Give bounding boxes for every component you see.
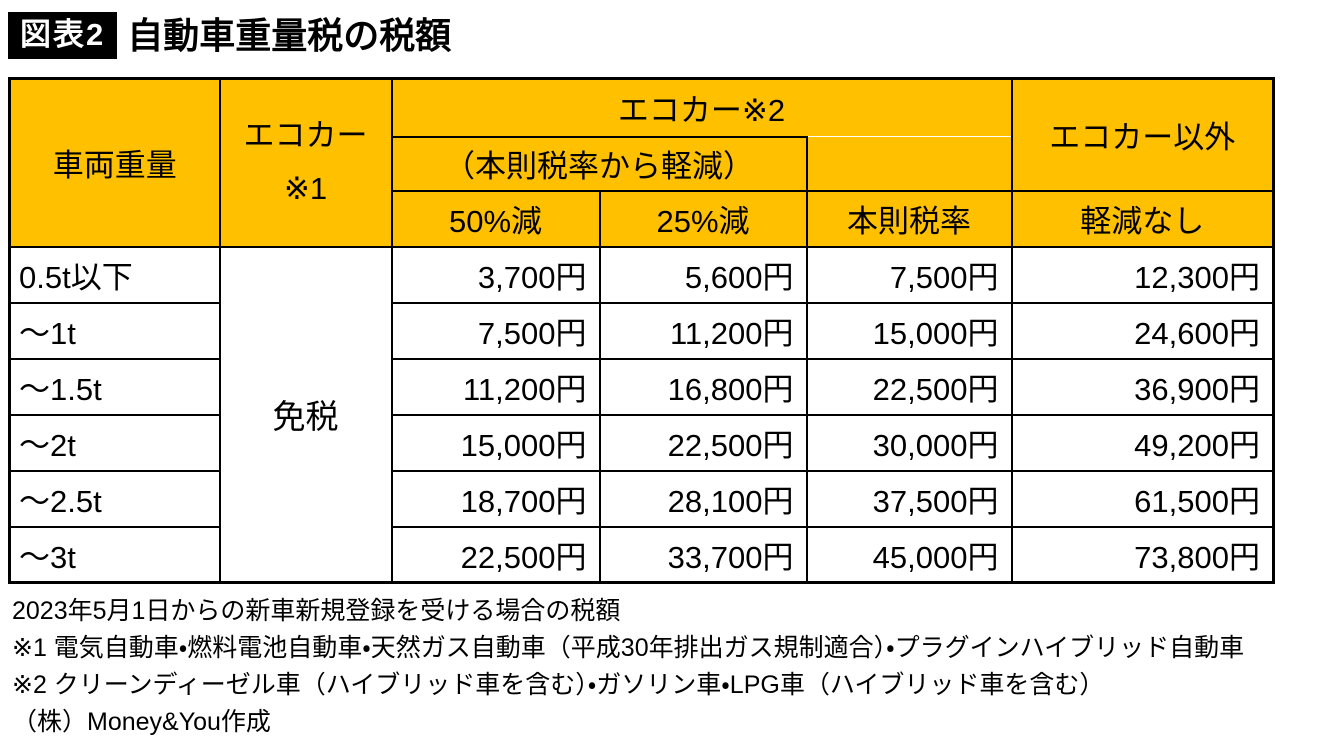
header-reduction-from-base: （本則税率から軽減） <box>390 135 808 192</box>
table-row: ～3t 22,500円 33,700円 45,000円 73,800円 <box>8 525 1275 584</box>
note-eco1-definition: ※1 電気自動車・燃料電池自動車・天然ガス自動車（平成30年排出ガス規制適合）・… <box>12 634 1245 662</box>
footnotes: 2023年5月1日からの新車新規登録を受ける場合の税額 ※1 電気自動車・燃料電… <box>8 593 1340 741</box>
weight-cell: 0.5t以下 <box>8 245 221 304</box>
tax-50off-cell: 18,700円 <box>390 469 601 528</box>
table-row: ～1.5t 11,200円 16,800円 22,500円 36,900円 <box>8 357 1275 416</box>
table-header: 車両重量 エコカー ※1 エコカー※2 エコカー以外 （本則税率から軽減） 50… <box>8 77 1275 248</box>
table-row: ～2t 15,000円 22,500円 30,000円 49,200円 <box>8 413 1275 472</box>
table-row: 0.5t以下 免税 3,700円 5,600円 7,500円 12,300円 <box>8 245 1275 584</box>
header-25-percent-off: 25%減 <box>598 189 808 248</box>
weight-cell: ～3t <box>8 525 221 584</box>
header-non-eco-car: エコカー以外 <box>1010 77 1275 192</box>
tax-noneco-cell: 36,900円 <box>1010 357 1275 416</box>
tax-exempt-cell: 免税 <box>218 245 393 584</box>
tax-25off-cell: 16,800円 <box>598 357 808 416</box>
tax-50off-cell: 11,200円 <box>390 357 601 416</box>
note-eco2-definition: ※2 クリーンディーゼル車（ハイブリッド車を含む）・ガソリン車・LPG車（ハイブ… <box>12 671 1105 699</box>
weight-cell: ～2.5t <box>8 469 221 528</box>
figure-number-badge: 図表2 <box>8 12 118 59</box>
tax-noneco-cell: 49,200円 <box>1010 413 1275 472</box>
tax-noneco-cell: 73,800円 <box>1010 525 1275 584</box>
header-no-reduction: 軽減なし <box>1010 189 1275 248</box>
tax-50off-cell: 22,500円 <box>390 525 601 584</box>
weight-cell: ～1t <box>8 301 221 360</box>
weight-tax-table: 車両重量 エコカー ※1 エコカー※2 エコカー以外 （本則税率から軽減） 50… <box>8 77 1275 584</box>
tax-base-cell: 22,500円 <box>805 357 1013 416</box>
tax-25off-cell: 22,500円 <box>598 413 808 472</box>
table-row: ～1t 7,500円 11,200円 15,000円 24,600円 <box>8 301 1275 360</box>
header-vehicle-weight: 車両重量 <box>8 77 221 248</box>
table-body: 0.5t以下 免税 3,700円 5,600円 7,500円 12,300円 ～… <box>8 245 1275 584</box>
header-row-3: 50%減 25%減 本則税率 軽減なし <box>10 189 1275 248</box>
tax-noneco-cell: 24,600円 <box>1010 301 1275 360</box>
tax-50off-cell: 15,000円 <box>390 413 601 472</box>
tax-25off-cell: 33,700円 <box>598 525 808 584</box>
tax-base-cell: 7,500円 <box>805 245 1013 304</box>
header-eco-car-2: エコカー※2 <box>390 77 1013 137</box>
header-row-2: （本則税率から軽減） <box>10 135 1274 192</box>
header-50-percent-off: 50%減 <box>390 189 601 248</box>
weight-cell: ～1.5t <box>8 357 221 416</box>
title-row: 図表2 自動車重量税の税額 <box>8 12 1340 59</box>
note-source-credit: （株）Money&You作成 <box>12 708 271 736</box>
tax-50off-cell: 3,700円 <box>390 245 601 304</box>
tax-base-cell: 45,000円 <box>805 525 1013 584</box>
tax-base-cell: 15,000円 <box>805 301 1013 360</box>
tax-50off-cell: 7,500円 <box>390 301 601 360</box>
header-base-rate: 本則税率 <box>805 189 1013 248</box>
tax-25off-cell: 11,200円 <box>598 301 808 360</box>
tax-25off-cell: 28,100円 <box>598 469 808 528</box>
tax-noneco-cell: 12,300円 <box>1010 245 1275 304</box>
tax-base-cell: 37,500円 <box>805 469 1013 528</box>
header-eco-car-1: エコカー ※1 <box>218 77 393 248</box>
table-row: ～2.5t 18,700円 28,100円 37,500円 61,500円 <box>8 469 1275 528</box>
tax-noneco-cell: 61,500円 <box>1010 469 1275 528</box>
weight-cell: ～2t <box>8 413 221 472</box>
note-condition: 2023年5月1日からの新車新規登録を受ける場合の税額 <box>12 597 621 625</box>
header-row-1: 車両重量 エコカー ※1 エコカー※2 エコカー以外 <box>8 77 1275 248</box>
tax-25off-cell: 5,600円 <box>598 245 808 304</box>
tax-base-cell: 30,000円 <box>805 413 1013 472</box>
header-eco2-spacer <box>805 136 1013 192</box>
page-title: 自動車重量税の税額 <box>127 14 452 56</box>
